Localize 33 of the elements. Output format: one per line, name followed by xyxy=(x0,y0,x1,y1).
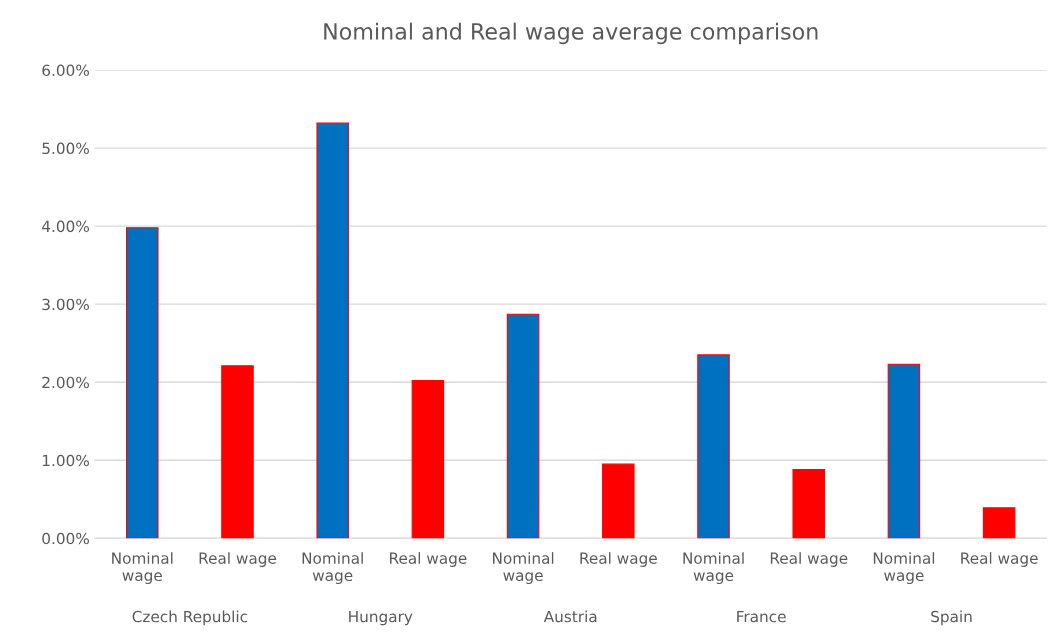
y-tick-label: 5.00% xyxy=(42,142,89,155)
bar xyxy=(602,463,635,539)
bar xyxy=(792,469,825,539)
text: France xyxy=(737,610,786,623)
text: Hungary xyxy=(349,610,413,626)
bar xyxy=(982,507,1016,539)
x-tick-label: Real wage xyxy=(199,552,277,567)
x-tick-label: Nominal wage xyxy=(683,552,744,585)
y-tick-label: 3.00% xyxy=(42,298,89,311)
y-tick-label: 2.00% xyxy=(42,376,89,389)
chart-title: Nominal and Real wage average comparison xyxy=(324,22,818,45)
x-tick-label: Real wage xyxy=(390,552,467,567)
bar xyxy=(316,122,349,539)
y-tick-label: 4.00% xyxy=(42,220,89,233)
x-tick-label: Real wage xyxy=(580,552,657,567)
text: Austria xyxy=(543,610,597,623)
y-tick-label: 0.00% xyxy=(42,532,89,545)
x-tick-label: Nominal wage xyxy=(873,552,935,585)
y-tick-label: 1.00% xyxy=(42,454,89,467)
text: Czech Republic xyxy=(132,610,248,626)
bar xyxy=(506,313,540,539)
x-tick-label: Real wage xyxy=(961,552,1038,567)
bar xyxy=(221,365,254,539)
bar xyxy=(126,227,159,539)
bar xyxy=(887,363,921,539)
bar xyxy=(411,380,445,539)
y-tick-label: 6.00% xyxy=(42,64,89,77)
x-tick-label: Real wage xyxy=(770,552,848,567)
x-tick-label: Nominal wage xyxy=(112,552,173,585)
x-tick-label: Nominal wage xyxy=(302,552,363,585)
bar xyxy=(697,354,730,539)
text: Spain xyxy=(931,610,972,626)
x-tick-label: Nominal wage xyxy=(493,552,554,585)
